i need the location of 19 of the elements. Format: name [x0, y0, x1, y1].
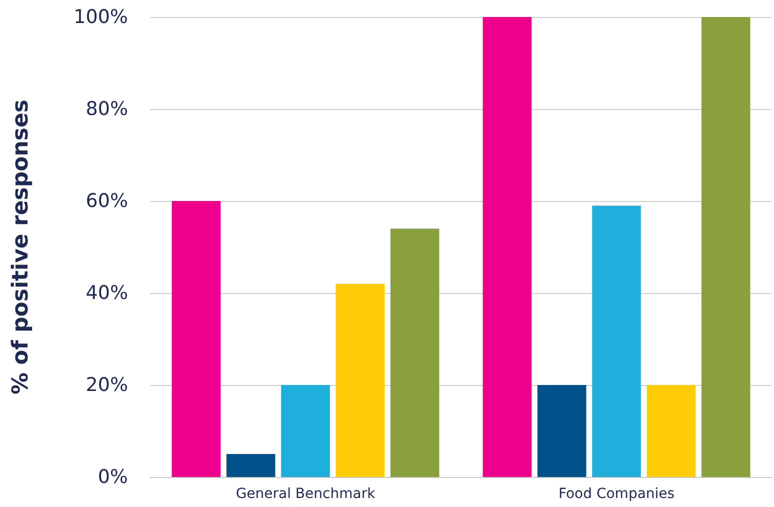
y-axis-title: % of positive responses: [8, 99, 34, 395]
bar: [172, 201, 221, 477]
y-tick-label: 80%: [86, 98, 128, 120]
bar: [537, 385, 586, 477]
bar: [482, 17, 532, 477]
bar: [646, 385, 696, 477]
x-tick-label: Food Companies: [558, 486, 675, 502]
y-tick-label: 20%: [86, 374, 128, 396]
x-tick-label: General Benchmark: [236, 486, 376, 502]
bar: [390, 228, 440, 477]
bar: [336, 284, 385, 477]
y-tick-label: 100%: [74, 6, 128, 28]
bar: [281, 385, 330, 477]
bar: [226, 454, 276, 477]
y-tick-label: 0%: [98, 466, 128, 488]
bar: [701, 17, 750, 477]
y-tick-label: 60%: [86, 190, 128, 212]
bar: [592, 206, 641, 477]
y-tick-label: 40%: [86, 282, 128, 304]
